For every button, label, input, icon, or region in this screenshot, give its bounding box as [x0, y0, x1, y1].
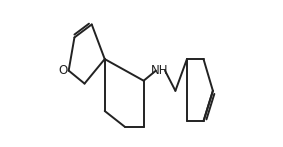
Text: NH: NH	[151, 64, 168, 77]
Text: O: O	[58, 64, 68, 77]
